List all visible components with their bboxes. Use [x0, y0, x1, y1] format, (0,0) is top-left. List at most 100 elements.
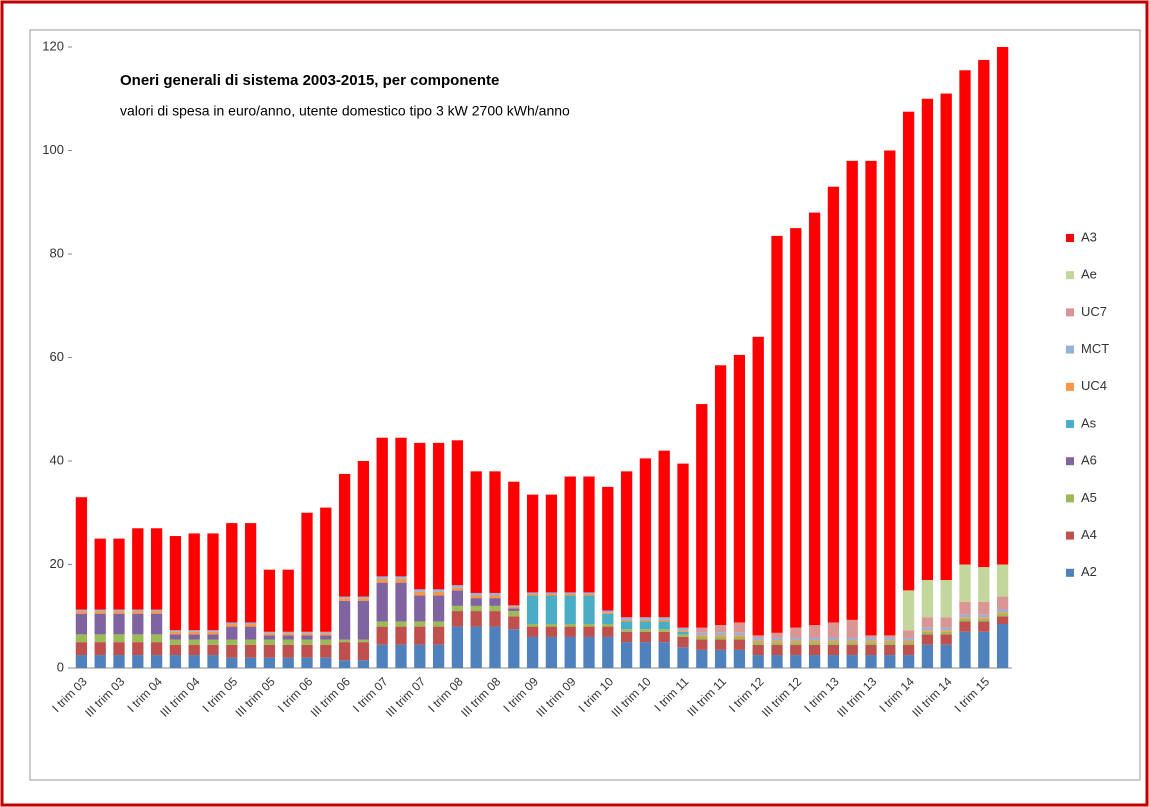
- bar-segment: [865, 160, 877, 636]
- bar-segment: [395, 644, 407, 668]
- bar-segment: [996, 47, 1009, 565]
- bar-segment: [526, 593, 539, 596]
- bar-segment: [395, 576, 407, 579]
- bar-segment: [113, 611, 125, 614]
- bar-segment: [395, 437, 407, 577]
- bar-segment: [282, 569, 294, 632]
- legend-label: UC7: [1081, 304, 1107, 319]
- bar-segment: [169, 644, 182, 656]
- bar-segment: [771, 235, 783, 633]
- bar-segment: [132, 655, 144, 668]
- bar-segment: [790, 637, 802, 641]
- bar-segment: [921, 644, 934, 668]
- bar-segment: [414, 621, 426, 627]
- bar-segment: [244, 624, 257, 627]
- bar-segment: [94, 634, 106, 643]
- bar-segment: [75, 642, 88, 656]
- bar-segment: [282, 631, 294, 634]
- bar-segment: [790, 627, 802, 638]
- bar-segment: [113, 613, 125, 635]
- bar-segment: [959, 617, 971, 619]
- bar-segment: [357, 461, 370, 597]
- bar-segment: [602, 636, 614, 668]
- bar-segment: [940, 634, 952, 645]
- bar-segment: [921, 634, 934, 645]
- bar-segment: [338, 596, 351, 599]
- bar-segment: [244, 626, 257, 640]
- bar-segment: [470, 611, 482, 627]
- bar-segment: [639, 458, 652, 618]
- bar-segment: [959, 564, 971, 602]
- legend-label: UC4: [1081, 378, 1107, 393]
- bar-segment: [414, 589, 426, 592]
- bar-segment: [226, 657, 238, 668]
- bar-segment: [132, 634, 144, 643]
- bar-segment: [508, 605, 520, 607]
- chart-subtitle: valori di spesa in euro/anno, utente dom…: [120, 103, 570, 119]
- bar-segment: [75, 609, 88, 612]
- bar-segment: [658, 617, 670, 620]
- bar-segment: [602, 624, 614, 627]
- bar-segment: [884, 150, 896, 636]
- bar-segment: [489, 595, 501, 599]
- bar-segment: [432, 442, 445, 590]
- bar-segment: [545, 624, 558, 627]
- bar-segment: [113, 655, 125, 668]
- bar-segment: [451, 440, 464, 586]
- bar-segment: [996, 564, 1009, 597]
- bar-segment: [226, 624, 238, 627]
- bar-segment: [620, 471, 633, 618]
- bar-segment: [940, 631, 952, 635]
- legend-label: Ae: [1081, 267, 1097, 282]
- bar-segment: [338, 639, 351, 643]
- bar-segment: [620, 631, 633, 643]
- bar-segment: [620, 629, 633, 632]
- bar-segment: [827, 637, 840, 641]
- bar-segment: [395, 626, 407, 645]
- bar-segment: [827, 186, 840, 623]
- bar-segment: [790, 644, 802, 656]
- bar-segment: [714, 635, 727, 637]
- bar-segment: [470, 595, 482, 599]
- bar-segment: [338, 642, 351, 661]
- bar-segment: [75, 497, 88, 610]
- bar-segment: [827, 622, 840, 638]
- bar-segment: [771, 644, 783, 656]
- bar-segment: [376, 437, 388, 577]
- bar-segment: [940, 617, 952, 628]
- bar-segment: [564, 626, 576, 637]
- bar-segment: [282, 639, 294, 645]
- bar-segment: [846, 160, 858, 620]
- bar-segment: [733, 622, 746, 633]
- bar-segment: [357, 660, 370, 668]
- bar-segment: [414, 626, 426, 645]
- bar-segment: [169, 536, 182, 631]
- bar-segment: [620, 619, 633, 622]
- bar-segment: [959, 631, 971, 668]
- bar-segment: [301, 644, 313, 658]
- bar-segment: [752, 635, 764, 638]
- bar-segment: [113, 642, 125, 656]
- bar-segment: [169, 630, 182, 632]
- bar-segment: [996, 612, 1009, 614]
- bar-segment: [978, 617, 990, 619]
- bar-segment: [921, 98, 934, 581]
- bar-segment: [639, 642, 652, 668]
- bar-segment: [846, 637, 858, 641]
- bar-segment: [677, 634, 689, 637]
- bar-segment: [226, 523, 238, 623]
- bar-segment: [921, 580, 934, 618]
- bar-segment: [301, 639, 313, 645]
- bar-segment: [752, 640, 764, 643]
- bar-segment: [846, 644, 858, 656]
- bar-segment: [75, 634, 88, 643]
- y-tick-label: 80: [50, 245, 64, 260]
- bar-segment: [902, 640, 915, 643]
- bar-segment: [207, 634, 219, 640]
- bar-segment: [733, 632, 746, 636]
- bar-segment: [357, 598, 370, 601]
- bar-segment: [564, 592, 576, 594]
- bar-segment: [75, 613, 88, 635]
- bar-segment: [508, 629, 520, 668]
- bar-segment: [320, 507, 332, 632]
